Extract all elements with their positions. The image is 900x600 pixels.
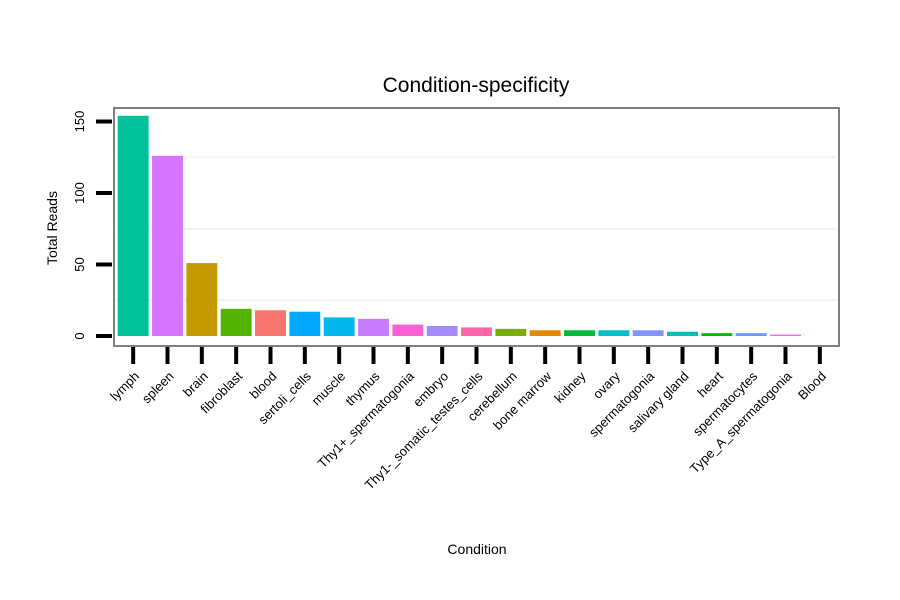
bars	[117, 115, 801, 336]
bar-thy1-spermatogonia	[392, 324, 424, 336]
y-tick-label: 50	[72, 257, 87, 271]
y-tick-label: 0	[72, 332, 87, 339]
plot-border	[113, 107, 840, 347]
y-axis: 0 50 100 150	[72, 111, 112, 340]
bar-spermatocytes	[735, 333, 767, 336]
chart-title: Condition-specificity	[383, 74, 570, 97]
bar-thymus	[358, 318, 389, 336]
bar-kidney	[564, 330, 595, 336]
bar-thy1-somatic-testes-cells	[461, 327, 492, 336]
y-tick-label: 150	[72, 111, 87, 133]
bar-bone-marrow	[529, 330, 561, 336]
x-axis-title: Condition	[447, 541, 506, 557]
bar-salivary-gland	[667, 331, 698, 336]
bar-sertoli-cells	[289, 311, 321, 336]
y-axis-title: Total Reads	[44, 191, 60, 265]
bar-spleen	[152, 155, 183, 336]
grid-lines	[116, 156, 837, 302]
bar-embryo	[426, 325, 458, 336]
bar-blood	[255, 310, 286, 336]
bar-type-a-spermatogonia	[770, 334, 801, 336]
y-tick-label: 100	[72, 182, 87, 204]
bar-ovary	[598, 330, 630, 336]
bar-lymph	[117, 115, 149, 336]
bar-cerebellum	[495, 328, 527, 336]
bar-fibroblast	[220, 308, 252, 336]
bar-muscle	[323, 317, 355, 336]
bar-heart	[701, 333, 733, 336]
bar-spermatogonia	[632, 330, 664, 336]
bar-brain	[186, 263, 218, 336]
